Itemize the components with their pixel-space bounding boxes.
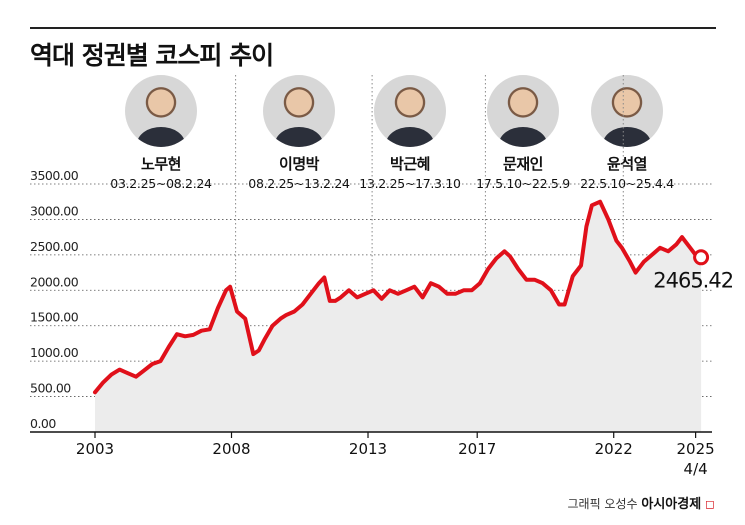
brand-logo: 아시아경제 (641, 497, 702, 512)
x-axis: 2003 2008 2013 2017 2022 2025 4/4 (30, 431, 715, 478)
y-tick-label: 2000.00 (30, 274, 79, 289)
x-tick-label: 2017 (458, 440, 496, 458)
portrait-lee (263, 75, 335, 147)
y-tick-label: 500.00 (30, 381, 71, 396)
portrait-roh (125, 75, 197, 147)
y-tick-label: 0.00 (30, 416, 56, 431)
y-tick-label: 1500.00 (30, 310, 79, 325)
leader-name: 이명박 (279, 155, 319, 173)
leader-roh: 노무현 03.2.25~08.2.24 (91, 75, 231, 191)
x-tick-label: 2008 (212, 440, 250, 458)
chart-title: 역대 정권별 코스피 추이 (30, 41, 274, 70)
leader-name: 노무현 (141, 155, 181, 173)
portrait-park (374, 75, 446, 147)
end-point (693, 249, 710, 266)
leader-yoon: 윤석열 22.5.10~25.4.4 (557, 75, 697, 191)
leader-term: 03.2.25~08.2.24 (110, 176, 212, 191)
leader-term: 13.2.25~17.3.10 (359, 176, 461, 191)
brand-mark-icon: ◻ (705, 497, 715, 511)
y-tick-label: 3000.00 (30, 203, 79, 218)
leader-term: 17.5.10~22.5.9 (476, 176, 570, 191)
leader-moon: 문재인 17.5.10~22.5.9 (453, 75, 593, 191)
area-path (95, 201, 702, 432)
portrait-moon (487, 75, 559, 147)
leader-park: 박근혜 13.2.25~17.3.10 (340, 75, 480, 191)
x-tick-label: 2022 (595, 440, 633, 458)
leader-name: 박근혜 (390, 155, 430, 173)
y-tick-label: 2500.00 (30, 239, 79, 254)
leader-lee: 이명박 08.2.25~13.2.24 (229, 75, 369, 191)
series-line (93, 199, 704, 395)
leader-term: 22.5.10~25.4.4 (580, 176, 674, 191)
end-marker: 2465.42 (653, 249, 734, 292)
y-tick-label: 3500.00 (30, 168, 79, 183)
credit-label: 그래픽 오성수 (567, 497, 638, 511)
x-tick-label: 2013 (349, 440, 387, 458)
y-tick-label: 1000.00 (30, 345, 79, 360)
credit: 그래픽 오성수 아시아경제 ◻ (568, 493, 716, 512)
x-tick-sublabel: 4/4 (684, 460, 708, 478)
last-value-label: 2465.42 (653, 268, 733, 292)
leader-name: 문재인 (503, 155, 543, 173)
leader-term: 08.2.25~13.2.24 (248, 176, 350, 191)
x-tick-label: 2025 (677, 440, 715, 458)
top-rule (30, 27, 716, 29)
y-axis: 0.00 500.00 1000.00 1500.00 2000.00 2500.00 30… (30, 168, 79, 431)
portrait-yoon (591, 75, 663, 147)
leader-name: 윤석열 (607, 155, 647, 173)
area-fill (95, 201, 702, 432)
x-tick-label: 2003 (76, 440, 114, 458)
kospi-line (93, 199, 704, 395)
